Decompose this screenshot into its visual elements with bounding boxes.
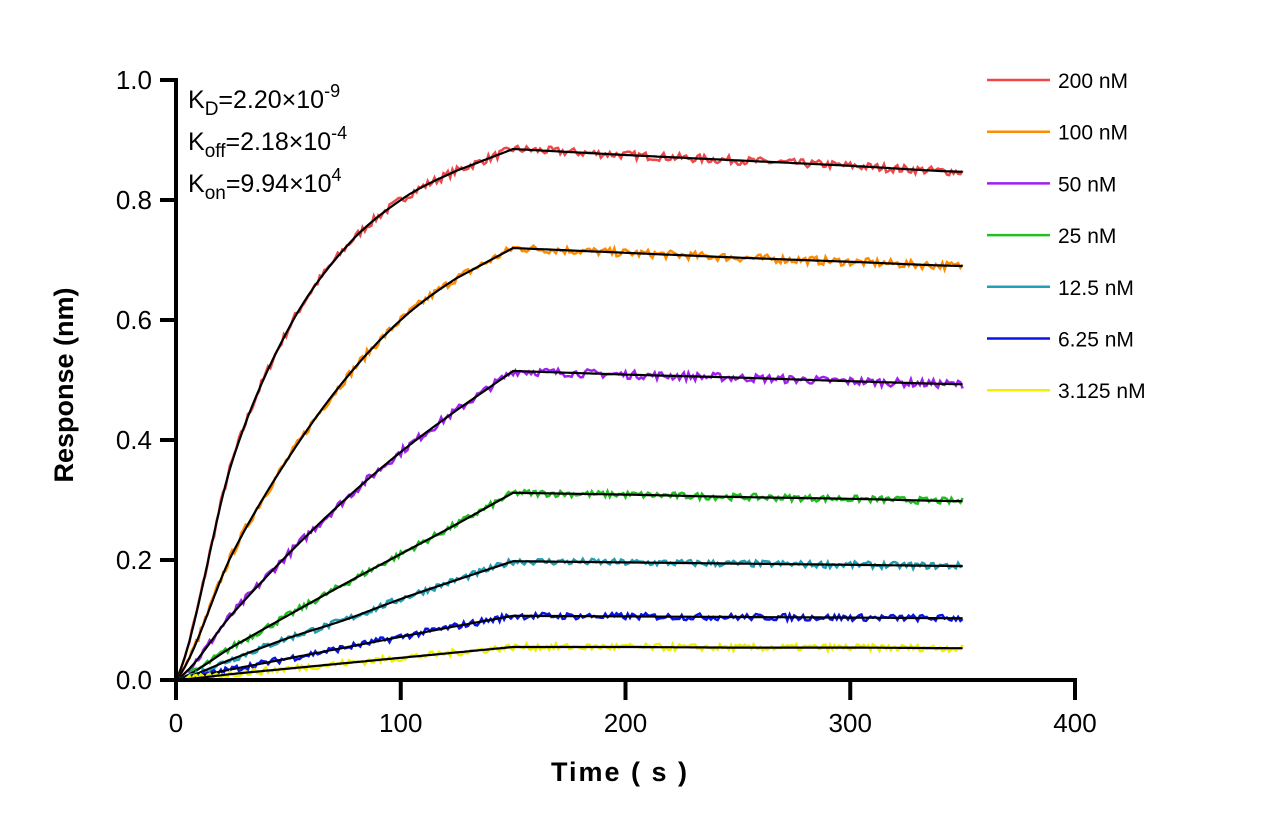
series-6.25-nM-fit bbox=[175, 614, 963, 682]
constant-subscript: on bbox=[205, 183, 226, 204]
kinetic-constant: Koff=2.18×10-4 bbox=[188, 123, 347, 162]
series-50-nM-fit bbox=[175, 369, 963, 681]
y-tick-label: 0.4 bbox=[116, 425, 152, 455]
series-25-nM-measured bbox=[175, 487, 964, 682]
series-100-nM-fit bbox=[175, 246, 963, 681]
series-200-nM-measured bbox=[174, 144, 964, 681]
constant-exponent: -4 bbox=[331, 123, 347, 143]
constant-exponent: 4 bbox=[332, 165, 342, 185]
constant-subscript: off bbox=[205, 141, 227, 162]
series-200-nM-fit bbox=[175, 147, 963, 681]
constant-base: K bbox=[188, 170, 205, 198]
legend-label: 6.25 nM bbox=[1058, 329, 1134, 352]
legend-label: 3.125 nM bbox=[1058, 380, 1146, 403]
axes: 0 100 200 300 400 0.0 0.2 0.4 0.6 0.8 1.0 bbox=[116, 65, 1097, 738]
x-axis-title: Time ( s ) bbox=[551, 757, 689, 787]
constant-value: =9.94×10 bbox=[226, 170, 332, 198]
y-tick-label: 0.2 bbox=[116, 545, 152, 575]
x-tick-label: 0 bbox=[169, 708, 183, 738]
constant-base: K bbox=[188, 128, 205, 156]
kinetic-constant: Kon=9.94×104 bbox=[188, 165, 342, 204]
legend-label: 200 nM bbox=[1058, 70, 1128, 93]
series-3.125-nM-fit bbox=[175, 645, 963, 682]
constant-base: K bbox=[188, 86, 205, 114]
y-tick-label: 0.8 bbox=[116, 185, 152, 215]
x-tick-label: 300 bbox=[829, 708, 872, 738]
constant-value: =2.20×10 bbox=[218, 86, 324, 114]
series-3.125-nM-measured bbox=[175, 640, 964, 683]
series-12.5-nM-measured bbox=[175, 556, 964, 682]
legend-label: 50 nM bbox=[1058, 173, 1116, 196]
x-tick-label: 100 bbox=[379, 708, 422, 738]
series-25-nM-fit bbox=[175, 491, 963, 682]
legend: 200 nM 100 nM 50 nM 25 nM 12.5 nM 6.25 nM 3.12… bbox=[987, 70, 1146, 403]
series-layer bbox=[174, 144, 964, 683]
legend-label: 25 nM bbox=[1058, 225, 1116, 248]
constant-exponent: -9 bbox=[324, 81, 340, 101]
kinetic-constant: KD=2.20×10-9 bbox=[188, 81, 340, 120]
x-tick-label: 400 bbox=[1053, 708, 1096, 738]
y-axis-title: Response (nm) bbox=[49, 287, 79, 482]
y-tick-label: 1.0 bbox=[116, 65, 152, 95]
legend-label: 12.5 nM bbox=[1058, 277, 1134, 300]
constant-subscript: D bbox=[205, 99, 219, 120]
legend-label: 100 nM bbox=[1058, 122, 1128, 145]
series-12.5-nM-fit bbox=[175, 560, 963, 682]
constant-value: =2.18×10 bbox=[225, 128, 331, 156]
y-tick-label: 0.0 bbox=[116, 665, 152, 695]
x-tick-label: 200 bbox=[604, 708, 647, 738]
y-tick-label: 0.6 bbox=[116, 305, 152, 335]
